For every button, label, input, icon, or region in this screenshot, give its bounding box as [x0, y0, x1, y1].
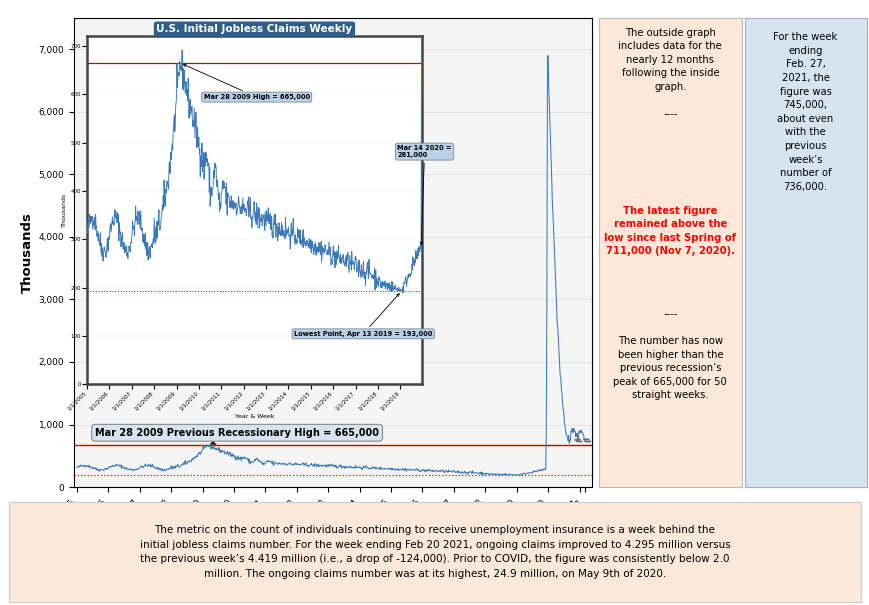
X-axis label: Month, Day & Year: Month, Day & Year: [262, 544, 402, 558]
Title: U.S. Initial Jobless Claims Weekly: U.S. Initial Jobless Claims Weekly: [156, 24, 352, 34]
Text: The latest figure
remained above the
low since last Spring of
711,000 (Nov 7, 20: The latest figure remained above the low…: [604, 206, 735, 257]
Text: ----

The number has now
been higher than the
previous recession’s
peak of 665,0: ---- The number has now been higher than…: [613, 309, 726, 401]
Text: Mar 28 2009 Previous Recessionary High = 665,000: Mar 28 2009 Previous Recessionary High =…: [95, 428, 379, 444]
X-axis label: Year & Week: Year & Week: [235, 414, 274, 419]
Text: The metric on the count of individuals continuing to receive unemployment insura: The metric on the count of individuals c…: [139, 526, 730, 578]
Text: Mar 14 2020 =
281,000: Mar 14 2020 = 281,000: [397, 145, 451, 244]
Text: For the week
ending
Feb. 27,
2021, the
figure was
745,000,
about even
with the
p: For the week ending Feb. 27, 2021, the f…: [773, 32, 837, 192]
Y-axis label: Thousands: Thousands: [63, 193, 68, 227]
Y-axis label: Thousands: Thousands: [21, 212, 34, 293]
Text: Mar 28 2009 High = 665,000: Mar 28 2009 High = 665,000: [183, 64, 309, 100]
Text: The outside graph
includes data for the
nearly 12 months
following the inside
gr: The outside graph includes data for the …: [618, 28, 721, 119]
Text: Lowest Point, Apr 13 2019 = 193,000: Lowest Point, Apr 13 2019 = 193,000: [294, 293, 432, 337]
